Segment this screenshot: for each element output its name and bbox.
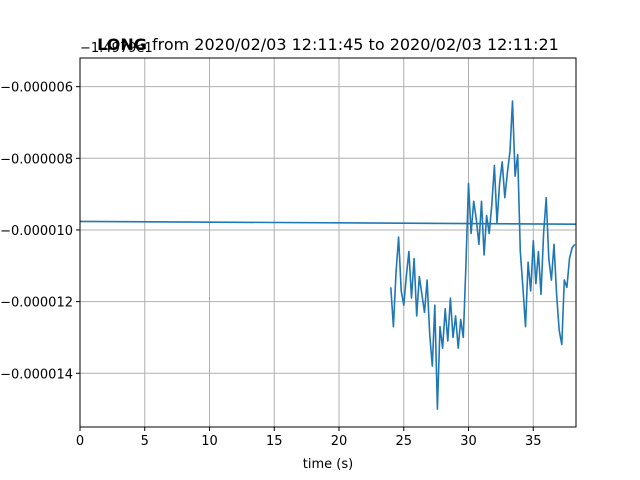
x-tick-label: 0	[76, 434, 84, 449]
x-axis-label: time (s)	[303, 457, 353, 472]
chart-title: LONG from 2020/02/03 12:11:45 to 2020/02…	[97, 35, 559, 54]
chart-title-bold: LONG	[97, 35, 147, 54]
x-tick-label: 30	[460, 434, 477, 449]
x-tick-label: 15	[266, 434, 283, 449]
y-axis-ticks: −0.000006 −0.000008 −0.000010 −0.000012 −0.0…	[0, 81, 80, 382]
y-offset-label: −1.4979e1	[80, 41, 153, 56]
y-gridlines	[80, 86, 576, 374]
y-tick-label: −0.000014	[0, 367, 73, 382]
plot-frame	[79, 57, 577, 428]
series-layer	[79, 100, 577, 410]
chart-title-rest: from 2020/02/03 12:11:45 to 2020/02/03 1…	[147, 35, 559, 54]
series-line-1	[79, 220, 577, 225]
x-tick-label: 5	[141, 434, 149, 449]
x-tick-label: 25	[395, 434, 412, 449]
x-tick-label: 20	[331, 434, 348, 449]
x-axis-ticks: 0 5 10 15 20 25 30 35	[76, 427, 542, 449]
x-tick-label: 10	[201, 434, 218, 449]
y-tick-label: −0.000010	[0, 224, 73, 239]
y-tick-label: −0.000012	[0, 296, 73, 311]
y-tick-label: −0.000008	[0, 152, 73, 167]
x-tick-label: 35	[525, 434, 542, 449]
y-tick-label: −0.000006	[0, 81, 73, 96]
series-line-2	[390, 100, 576, 410]
